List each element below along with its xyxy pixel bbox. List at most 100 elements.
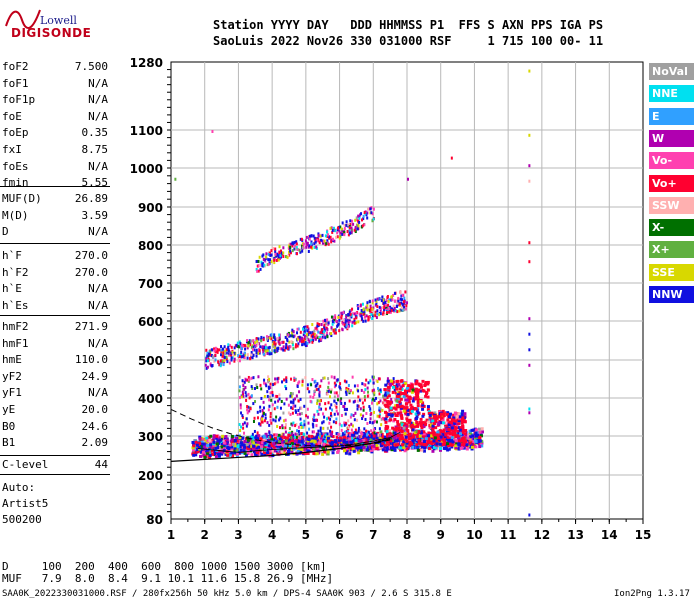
echo-point xyxy=(322,319,325,323)
echo-point xyxy=(291,328,294,332)
echo-point xyxy=(282,411,285,415)
echo-point xyxy=(332,318,335,322)
echo-point xyxy=(254,436,258,440)
echo-point xyxy=(478,430,482,434)
echo-point xyxy=(330,332,333,336)
echo-point xyxy=(243,380,246,384)
echo-point xyxy=(213,359,216,363)
echo-point xyxy=(415,415,419,419)
echo-point xyxy=(446,435,450,439)
echo-point xyxy=(335,443,339,447)
echo-point xyxy=(407,432,411,436)
echo-point xyxy=(330,403,333,407)
echo-point xyxy=(231,356,234,360)
echo-point xyxy=(308,237,311,241)
echo-point xyxy=(326,331,329,335)
echo-point xyxy=(239,429,242,433)
echo-point xyxy=(383,312,386,316)
echo-point xyxy=(242,449,246,453)
echo-point xyxy=(241,379,244,383)
echo-point xyxy=(415,443,419,447)
echo-point xyxy=(348,399,351,403)
echo-point xyxy=(364,444,368,448)
echo-point xyxy=(289,334,292,338)
echo-point xyxy=(322,376,325,380)
echo-point xyxy=(254,344,257,348)
echo-point xyxy=(399,308,402,312)
echo-point xyxy=(341,221,344,225)
echo-point xyxy=(335,409,338,413)
echo-point xyxy=(370,448,374,452)
echo-point xyxy=(479,434,483,438)
echo-point xyxy=(274,252,277,256)
echo-point xyxy=(223,355,226,359)
param-row-c: h`E N/A xyxy=(2,282,108,296)
echo-point xyxy=(203,455,207,459)
echo-point xyxy=(450,424,454,428)
echo-point xyxy=(334,314,337,318)
echo-point xyxy=(400,416,404,420)
echo-point xyxy=(347,419,350,423)
echo-point xyxy=(420,448,424,452)
echo-point xyxy=(454,446,458,450)
echo-point xyxy=(303,342,306,346)
echo-point xyxy=(200,440,204,444)
echo-point xyxy=(301,249,304,253)
echo-point xyxy=(228,443,232,447)
echo-point xyxy=(409,411,413,415)
echo-point xyxy=(250,353,253,357)
echo-point xyxy=(260,387,263,391)
echo-point xyxy=(326,452,330,456)
echo-point xyxy=(376,312,379,316)
echo-point xyxy=(215,347,218,351)
echo-point xyxy=(259,422,262,426)
echo-point xyxy=(275,394,278,398)
echo-point xyxy=(387,405,391,409)
echo-point xyxy=(220,345,223,349)
echo-point xyxy=(239,403,242,407)
echo-point xyxy=(528,241,531,245)
echo-point xyxy=(287,333,290,337)
echo-point xyxy=(301,383,304,387)
echo-point xyxy=(448,442,452,446)
echo-point xyxy=(405,417,409,421)
echo-point xyxy=(199,454,203,458)
echo-point xyxy=(460,432,464,436)
echo-point xyxy=(283,402,286,406)
echo-point xyxy=(322,436,326,440)
echo-point xyxy=(257,269,260,273)
echo-point xyxy=(329,235,332,239)
echo-point xyxy=(206,351,209,355)
param-value: 270.0 xyxy=(74,249,108,262)
separator xyxy=(0,186,110,187)
echo-point xyxy=(474,440,478,444)
echo-point xyxy=(246,353,249,357)
echo-point xyxy=(272,445,276,449)
echo-point xyxy=(434,419,438,423)
echo-point xyxy=(312,443,316,447)
echo-point xyxy=(387,413,391,417)
echo-point xyxy=(326,447,330,451)
echo-point xyxy=(310,334,313,338)
echo-point xyxy=(310,240,313,244)
echo-point xyxy=(378,438,382,442)
echo-point xyxy=(221,446,225,450)
echo-point xyxy=(415,379,419,383)
echo-point xyxy=(431,419,435,423)
echo-point xyxy=(196,447,200,451)
echo-point xyxy=(385,396,389,400)
echo-point xyxy=(217,360,220,364)
echo-point xyxy=(372,388,375,392)
echo-point xyxy=(385,411,389,415)
echo-point xyxy=(338,445,342,449)
echo-point xyxy=(351,391,354,395)
echo-point xyxy=(270,447,274,451)
param-value: 24.9 xyxy=(81,369,109,383)
echo-point xyxy=(315,245,318,249)
echo-point xyxy=(326,333,329,337)
echo-point xyxy=(361,438,365,442)
echo-point xyxy=(357,426,360,430)
echo-point xyxy=(278,393,281,397)
echo-point xyxy=(458,428,462,432)
echo-point xyxy=(244,391,247,395)
